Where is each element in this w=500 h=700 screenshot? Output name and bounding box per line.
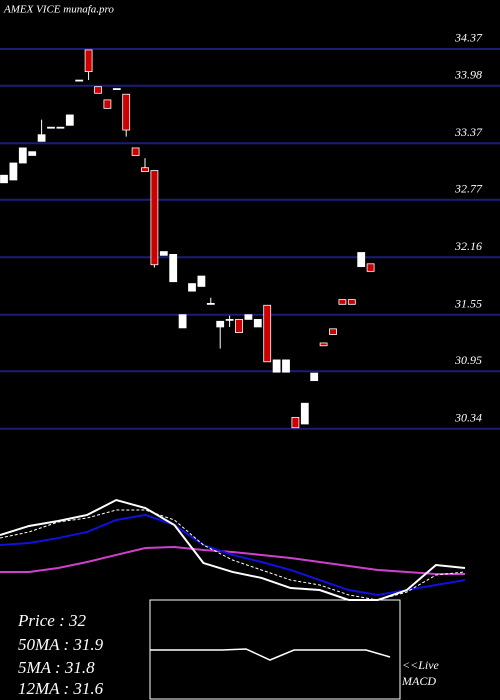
- candle-body: [131, 147, 140, 156]
- candle-body: [282, 359, 290, 373]
- candle-body: [159, 251, 168, 256]
- y-tick-label: 30.95: [454, 353, 482, 367]
- info-5ma: 5MA : 31.8: [18, 658, 95, 677]
- indicator-line: [0, 498, 466, 601]
- candle-body: [0, 174, 8, 184]
- candle-body: [329, 328, 337, 335]
- candle-body: [300, 402, 309, 425]
- candle-body: [150, 170, 159, 266]
- candle-body: [310, 372, 319, 382]
- candle-body: [357, 252, 366, 268]
- macd-label: MACD: [401, 674, 436, 688]
- y-tick-label: 32.77: [454, 181, 483, 195]
- candle-body: [253, 319, 262, 328]
- candle-body: [347, 299, 356, 305]
- candle-body: [75, 79, 84, 82]
- y-tick-label: 33.37: [454, 125, 483, 139]
- candle-body: [47, 126, 55, 129]
- candle-body: [197, 275, 206, 287]
- y-tick-label: 33.98: [454, 67, 482, 81]
- y-tick-label: 30.34: [454, 410, 482, 424]
- indicator-line: [0, 545, 465, 575]
- candle-body: [122, 93, 131, 131]
- y-tick-label: 32.16: [454, 239, 482, 253]
- candle-body: [37, 134, 46, 142]
- live-label: <<Live: [402, 658, 440, 672]
- y-tick-label: 31.55: [454, 296, 482, 310]
- candle-body: [56, 126, 65, 129]
- candle-body: [178, 314, 187, 329]
- candle-body: [206, 302, 215, 305]
- candle-body: [272, 359, 281, 373]
- candle-body: [319, 342, 328, 347]
- candle-body: [244, 314, 253, 320]
- candle-body: [141, 167, 149, 172]
- candle-body: [65, 114, 74, 126]
- candle-body: [103, 99, 112, 109]
- candle-body: [112, 88, 121, 90]
- chart-title: AMEX VICE munafa.pro: [3, 4, 114, 16]
- indicator-line: [0, 513, 466, 596]
- candle-body: [216, 320, 225, 328]
- candle-body: [366, 263, 375, 272]
- candle-body: [188, 283, 196, 292]
- candle-body: [84, 49, 93, 73]
- candle-body: [225, 319, 234, 321]
- info-price: Price : 32: [17, 611, 86, 630]
- info-12ma: 12MA : 31.6: [18, 679, 104, 698]
- candle-body: [18, 147, 27, 164]
- candle-body: [9, 162, 18, 181]
- candle-body: [169, 253, 178, 283]
- candle-body: [235, 319, 243, 333]
- candle-body: [94, 86, 102, 94]
- candle-body: [263, 304, 272, 363]
- candle-body: [291, 416, 300, 429]
- y-tick-label: 34.37: [454, 31, 483, 45]
- macd-line: [150, 648, 391, 661]
- candle-body: [28, 151, 37, 156]
- candle-body: [338, 299, 347, 305]
- info-50ma: 50MA : 31.9: [18, 635, 104, 654]
